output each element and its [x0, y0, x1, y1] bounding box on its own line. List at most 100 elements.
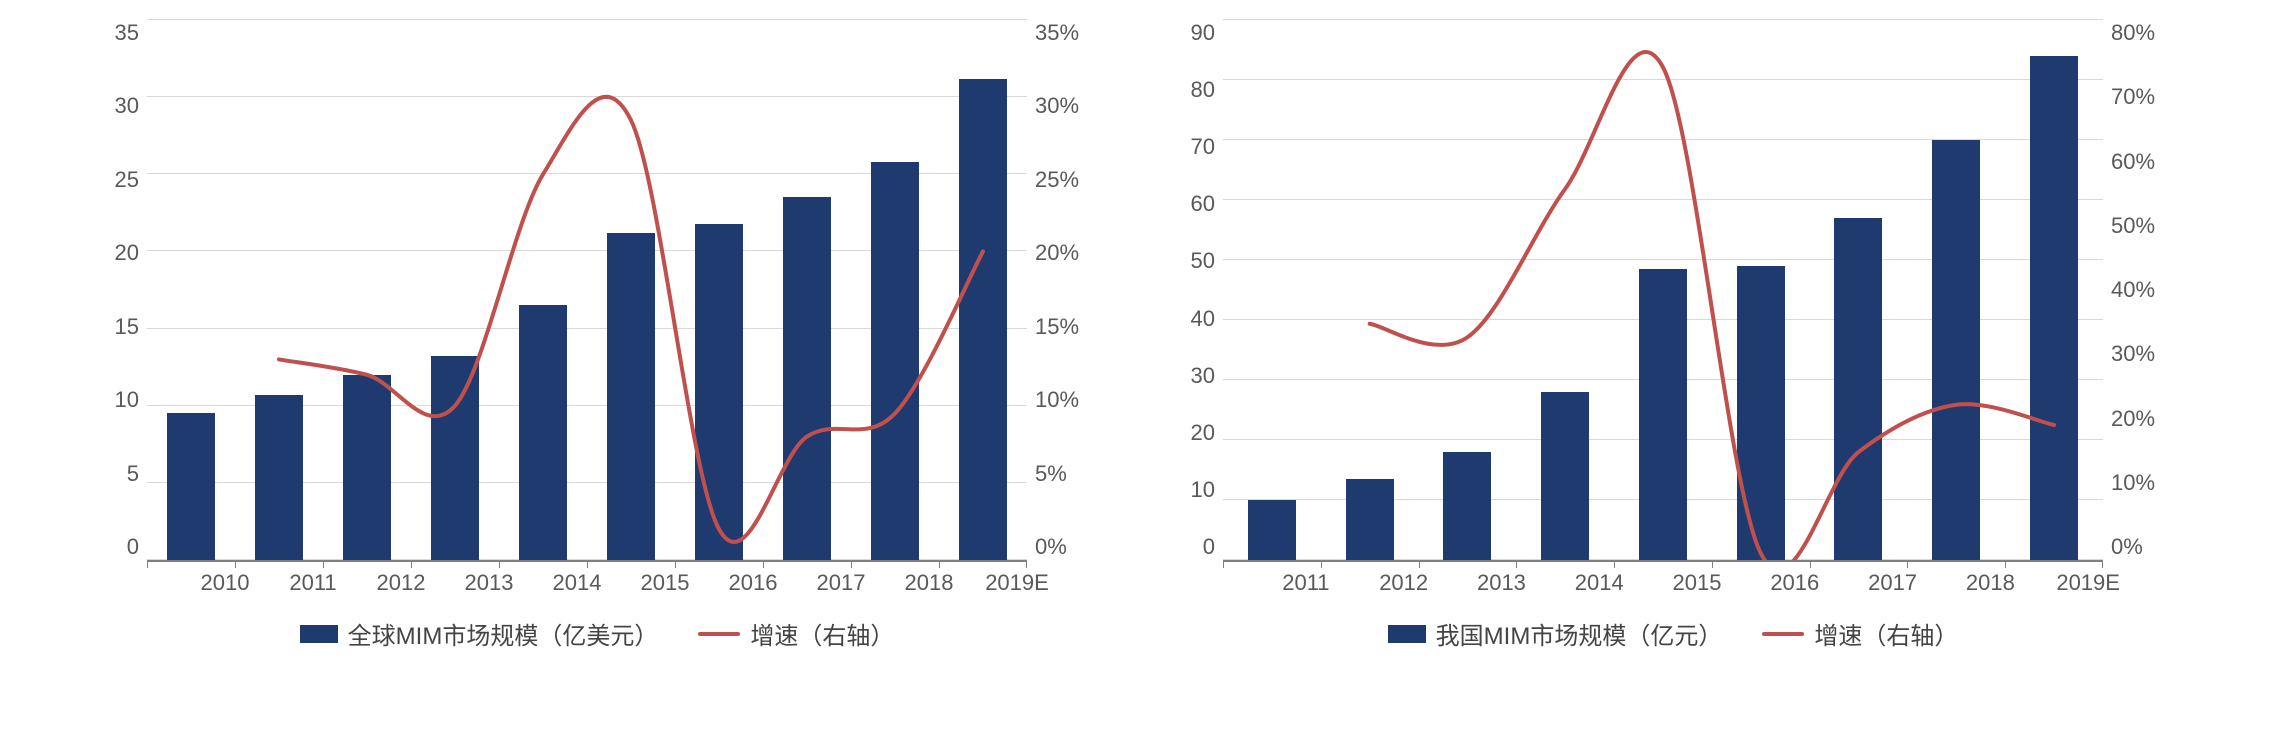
legend: 全球MIM市场规模（亿美元） 增速（右轴）: [300, 616, 895, 651]
charts-container: 35302520151050 35%30%25%20%15%10%5%0% 20…: [20, 20, 2250, 651]
bar: [959, 79, 1007, 560]
legend-line-label: 增速（右轴）: [1814, 616, 1958, 651]
y-left-tick: 30: [115, 93, 139, 119]
bar: [607, 233, 655, 560]
bar: [2030, 56, 2078, 560]
y-left-tick: 80: [1191, 77, 1215, 103]
x-tick: 2017: [1844, 570, 1942, 596]
x-tick: 2010: [181, 570, 269, 596]
legend-bar-label: 我国MIM市场规模（亿元）: [1436, 616, 1723, 651]
bar: [431, 356, 479, 560]
legend-line-icon: [698, 632, 740, 636]
bar: [519, 305, 567, 560]
bar: [783, 197, 831, 560]
legend-bar-icon: [300, 625, 338, 643]
y-left-tick: 50: [1191, 248, 1215, 274]
y-left-tick: 70: [1191, 134, 1215, 160]
bar: [1737, 266, 1785, 560]
bar: [1346, 479, 1394, 560]
y-right-tick: 50%: [2111, 213, 2155, 239]
plot-area: [147, 20, 1027, 562]
legend-line-icon: [1762, 632, 1804, 636]
x-axis: 201120122013201420152016201720182019E: [1257, 570, 2137, 596]
x-tick: 2014: [1550, 570, 1648, 596]
y-axis-right: 35% 30% 25% 20% 15% 10% 5% 0%: [1027, 20, 1095, 560]
y-right-tick: 40%: [2111, 277, 2155, 303]
x-tick: 2012: [357, 570, 445, 596]
y-left-tick: 15: [115, 314, 139, 340]
bars-group: [1223, 20, 2103, 560]
y-axis-left: 90 80 70 60 50 40 30 20 10 0: [1175, 20, 1223, 560]
x-tick: 2013: [1453, 570, 1551, 596]
x-tick: 2019E: [973, 570, 1061, 596]
y-axis-right: 80% 70% 60% 50% 40% 30% 20% 10% 0%: [2103, 20, 2171, 560]
y-right-tick: 0%: [1035, 534, 1067, 560]
x-tick: 2012: [1355, 570, 1453, 596]
y-left-tick: 20: [115, 240, 139, 266]
y-right-tick: 80%: [2111, 20, 2155, 46]
x-tick: 2014: [533, 570, 621, 596]
bar: [1541, 392, 1589, 560]
bar: [1834, 218, 1882, 560]
y-left-tick: 60: [1191, 191, 1215, 217]
bar: [1639, 269, 1687, 560]
chart-global-mim: 35302520151050 35%30%25%20%15%10%5%0% 20…: [99, 20, 1095, 651]
legend: 我国MIM市场规模（亿元） 增速（右轴）: [1388, 616, 1959, 651]
x-axis: 2010201120122013201420152016201720182019…: [181, 570, 1061, 596]
x-tick: 2017: [797, 570, 885, 596]
y-left-tick: 20: [1191, 420, 1215, 446]
x-tick: 2011: [269, 570, 357, 596]
x-tick: 2018: [885, 570, 973, 596]
y-right-tick: 70%: [2111, 84, 2155, 110]
x-tick: 2016: [1746, 570, 1844, 596]
x-tick: 2016: [709, 570, 797, 596]
legend-bar-icon: [1388, 625, 1426, 643]
bar: [695, 224, 743, 560]
bar: [871, 162, 919, 560]
y-right-tick: 20%: [1035, 240, 1079, 266]
bar: [1443, 452, 1491, 560]
y-left-tick: 10: [1191, 477, 1215, 503]
y-left-tick: 10: [115, 387, 139, 413]
y-right-tick: 25%: [1035, 167, 1079, 193]
y-right-tick: 0%: [2111, 534, 2143, 560]
y-left-tick: 0: [127, 534, 139, 560]
y-right-tick: 5%: [1035, 461, 1067, 487]
plot-area: [1223, 20, 2103, 562]
x-tick: 2011: [1257, 570, 1355, 596]
x-tick: 2015: [621, 570, 709, 596]
y-left-tick: 5: [127, 461, 139, 487]
y-right-tick: 10%: [2111, 470, 2155, 496]
legend-line-item: 增速（右轴）: [698, 616, 894, 651]
bar: [1932, 140, 1980, 560]
y-left-tick: 25: [115, 167, 139, 193]
bar: [255, 395, 303, 560]
y-right-tick: 35%: [1035, 20, 1079, 46]
y-axis-left: 35 30 25 20 15 10 5 0: [99, 20, 147, 560]
y-left-tick: 90: [1191, 20, 1215, 46]
y-right-tick: 30%: [1035, 93, 1079, 119]
legend-bar-item: 全球MIM市场规模（亿美元）: [300, 616, 659, 651]
bars-group: [147, 20, 1027, 560]
y-left-tick: 40: [1191, 306, 1215, 332]
chart-china-mim: 90 80 70 60 50 40 30 20 10 0 80% 70% 60% 50% 40% 30% 20…: [1175, 20, 2171, 651]
bar: [343, 375, 391, 560]
bar: [1248, 500, 1296, 560]
y-right-tick: 30%: [2111, 341, 2155, 367]
x-tick: 2018: [1941, 570, 2039, 596]
y-right-tick: 10%: [1035, 387, 1079, 413]
y-left-tick: 35: [115, 20, 139, 46]
y-right-tick: 60%: [2111, 149, 2155, 175]
legend-line-item: 增速（右轴）: [1762, 616, 1958, 651]
x-tick: 2013: [445, 570, 533, 596]
legend-line-label: 增速（右轴）: [750, 616, 894, 651]
x-tick: 2015: [1648, 570, 1746, 596]
y-left-tick: 0: [1203, 534, 1215, 560]
legend-bar-item: 我国MIM市场规模（亿元）: [1388, 616, 1723, 651]
y-right-tick: 15%: [1035, 314, 1079, 340]
x-tick: 2019E: [2039, 570, 2137, 596]
bar: [167, 413, 215, 560]
y-left-tick: 30: [1191, 363, 1215, 389]
y-right-tick: 20%: [2111, 406, 2155, 432]
legend-bar-label: 全球MIM市场规模（亿美元）: [348, 616, 659, 651]
